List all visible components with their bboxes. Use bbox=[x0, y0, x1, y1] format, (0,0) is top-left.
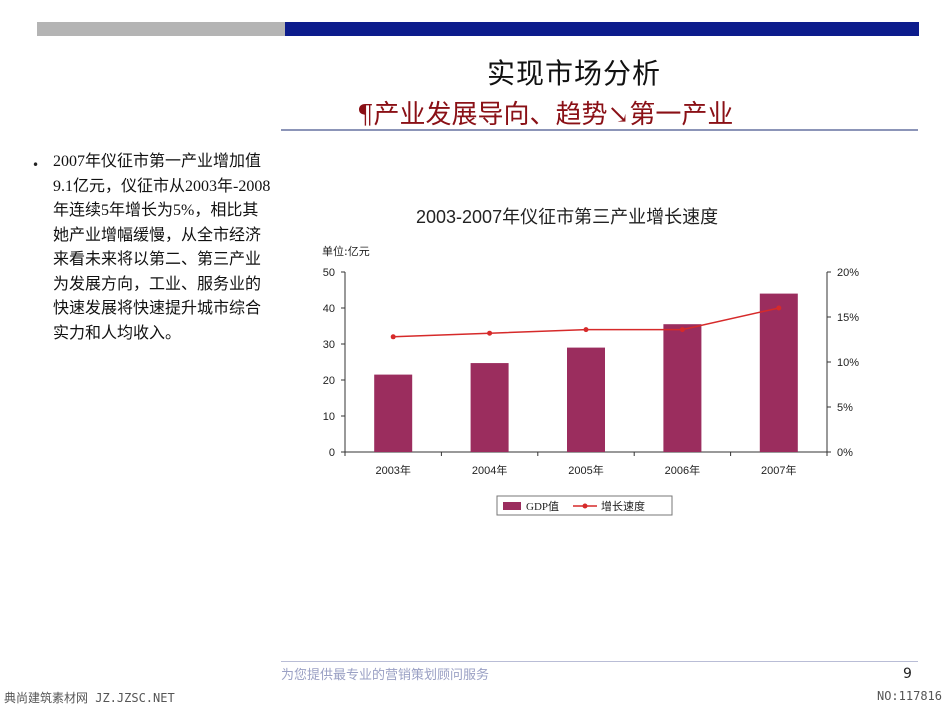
y-tick-label-right: 20% bbox=[837, 267, 859, 279]
growth-point-2 bbox=[487, 330, 493, 336]
watermark-left: 典尚建筑素材网 JZ.JZSC.NET bbox=[4, 691, 175, 705]
title-divider bbox=[281, 129, 918, 131]
bar-1 bbox=[374, 374, 413, 452]
watermark-right: NO:117816 bbox=[876, 689, 942, 703]
page-number: 9 bbox=[903, 666, 912, 682]
y-tick-label-right: 0% bbox=[837, 447, 853, 459]
bullet-paragraph: 2007年仪征市第一产业增加值9.1亿元，仪征市从2003年-2008年连续5年… bbox=[53, 153, 271, 342]
bar-2 bbox=[470, 363, 509, 452]
y-tick-label-right: 15% bbox=[837, 312, 859, 324]
y-tick-label-right: 10% bbox=[837, 357, 859, 369]
slide-subtitle: ¶产业发展导向、趋势↘第一产业 bbox=[357, 100, 734, 130]
chart-unit-label: 单位:亿元 bbox=[322, 245, 370, 258]
gdp-growth-chart: 0 10 20 30 40 50 0% 5% 10% 15% 20% 2003年 2004年 2005年 2… bbox=[323, 267, 859, 516]
x-tick-label: 2006年 bbox=[665, 463, 700, 477]
chart-title: 2003-2007年仪征市第三产业增长速度 bbox=[416, 207, 719, 227]
y-tick-label-left: 50 bbox=[323, 267, 335, 279]
y-tick-label-left: 10 bbox=[323, 411, 335, 423]
growth-line bbox=[393, 307, 779, 338]
legend-line-marker bbox=[582, 503, 588, 509]
legend-bar-label: GDP值 bbox=[526, 500, 559, 513]
slide-title: 实现市场分析 bbox=[487, 57, 662, 90]
footer-divider bbox=[281, 661, 918, 662]
top-bar-gray bbox=[37, 22, 285, 36]
bar-5 bbox=[759, 293, 798, 452]
y-tick-label-left: 0 bbox=[329, 447, 335, 459]
bar-3 bbox=[567, 347, 605, 452]
top-bar-navy bbox=[285, 22, 919, 36]
y-tick-label-left: 30 bbox=[323, 339, 335, 351]
growth-point-3 bbox=[583, 327, 589, 333]
legend-line-label: 增长速度 bbox=[601, 499, 645, 513]
x-tick-label: 2003年 bbox=[375, 463, 410, 477]
growth-point-4 bbox=[679, 327, 685, 333]
y-tick-label-right: 5% bbox=[837, 402, 853, 414]
legend-bar-swatch bbox=[503, 502, 521, 510]
growth-point-5 bbox=[776, 305, 782, 311]
y-tick-label-left: 20 bbox=[323, 375, 335, 387]
bar-4 bbox=[663, 324, 702, 452]
bullet-icon: • bbox=[32, 158, 40, 172]
growth-point-1 bbox=[390, 334, 396, 340]
footer-slogan: 为您提供最专业的营销策划顾问服务 bbox=[281, 668, 490, 683]
x-tick-label: 2007年 bbox=[761, 463, 796, 477]
x-tick-label: 2004年 bbox=[472, 463, 507, 477]
x-tick-label: 2005年 bbox=[568, 463, 603, 477]
y-tick-label-left: 40 bbox=[323, 303, 335, 315]
